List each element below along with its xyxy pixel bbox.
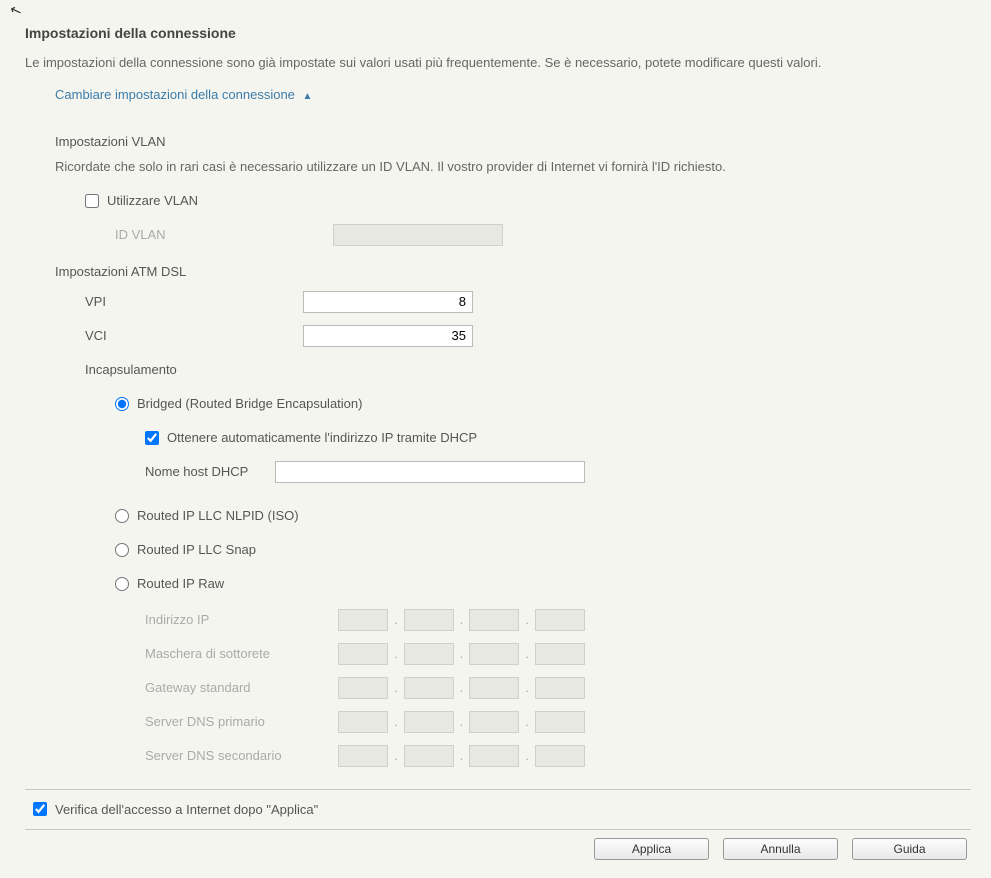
ip-dot: . — [394, 646, 398, 661]
vpi-input[interactable] — [303, 291, 473, 313]
page-title: Impostazioni della connessione — [25, 25, 971, 41]
subnet-mask-label: Maschera di sottorete — [145, 646, 338, 661]
encap-llc-snap-label: Routed IP LLC Snap — [137, 542, 256, 557]
dns2-octet-2 — [404, 745, 454, 767]
dns-primary-group: . . . — [338, 711, 585, 733]
ip-address-group: . . . — [338, 609, 585, 631]
dns-secondary-group: . . . — [338, 745, 585, 767]
vci-input[interactable] — [303, 325, 473, 347]
atm-heading: Impostazioni ATM DSL — [55, 264, 971, 279]
ip-dot: . — [525, 612, 529, 627]
encapsulation-heading: Incapsulamento — [85, 362, 177, 377]
dns-secondary-label: Server DNS secondario — [145, 748, 338, 763]
dhcp-hostname-input[interactable] — [275, 461, 585, 483]
toggle-link-label: Cambiare impostazioni della connessione — [55, 87, 295, 102]
ip-address-octet-4 — [535, 609, 585, 631]
ip-dot: . — [525, 714, 529, 729]
help-button[interactable]: Guida — [852, 838, 967, 860]
vci-label: VCI — [85, 328, 303, 343]
dhcp-auto-label: Ottenere automaticamente l'indirizzo IP … — [167, 430, 477, 445]
subnet-mask-group: . . . — [338, 643, 585, 665]
vlan-id-label: ID VLAN — [115, 227, 333, 242]
vlan-id-input — [333, 224, 503, 246]
dhcp-auto-checkbox[interactable] — [145, 431, 159, 445]
apply-button[interactable]: Applica — [594, 838, 709, 860]
gateway-octet-2 — [404, 677, 454, 699]
gateway-label: Gateway standard — [145, 680, 338, 695]
settings-panel: Impostazioni della connessione Le impost… — [0, 0, 991, 878]
encap-llc-nlpid-label: Routed IP LLC NLPID (ISO) — [137, 508, 299, 523]
ip-dot: . — [460, 646, 464, 661]
ip-address-octet-2 — [404, 609, 454, 631]
ip-dot: . — [525, 646, 529, 661]
ip-address-octet-1 — [338, 609, 388, 631]
dns1-octet-4 — [535, 711, 585, 733]
ip-dot: . — [525, 748, 529, 763]
verify-access-label: Verifica dell'accesso a Internet dopo "A… — [55, 802, 318, 817]
change-settings-toggle[interactable]: Cambiare impostazioni della connessione … — [55, 87, 312, 102]
encap-raw-radio[interactable] — [115, 577, 129, 591]
use-vlan-checkbox[interactable] — [85, 194, 99, 208]
encap-llc-nlpid-radio[interactable] — [115, 509, 129, 523]
ip-address-label: Indirizzo IP — [145, 612, 338, 627]
encap-bridged-label: Bridged (Routed Bridge Encapsulation) — [137, 396, 362, 411]
dns2-octet-1 — [338, 745, 388, 767]
dns2-octet-3 — [469, 745, 519, 767]
vpi-label: VPI — [85, 294, 303, 309]
subnet-octet-2 — [404, 643, 454, 665]
gateway-octet-3 — [469, 677, 519, 699]
subnet-octet-4 — [535, 643, 585, 665]
ip-dot: . — [460, 680, 464, 695]
ip-dot: . — [460, 612, 464, 627]
dns1-octet-1 — [338, 711, 388, 733]
dhcp-hostname-label: Nome host DHCP — [145, 464, 275, 479]
divider — [25, 789, 971, 790]
page-description: Le impostazioni della connessione sono g… — [25, 53, 971, 73]
gateway-group: . . . — [338, 677, 585, 699]
verify-access-checkbox[interactable] — [33, 802, 47, 816]
subnet-octet-1 — [338, 643, 388, 665]
encap-llc-snap-radio[interactable] — [115, 543, 129, 557]
dns1-octet-3 — [469, 711, 519, 733]
ip-dot: . — [394, 612, 398, 627]
use-vlan-label: Utilizzare VLAN — [107, 193, 307, 208]
cancel-button[interactable]: Annulla — [723, 838, 838, 860]
ip-dot: . — [525, 680, 529, 695]
subnet-octet-3 — [469, 643, 519, 665]
encap-bridged-radio[interactable] — [115, 397, 129, 411]
dns1-octet-2 — [404, 711, 454, 733]
gateway-octet-4 — [535, 677, 585, 699]
ip-dot: . — [460, 714, 464, 729]
ip-dot: . — [460, 748, 464, 763]
encap-raw-label: Routed IP Raw — [137, 576, 224, 591]
dns2-octet-4 — [535, 745, 585, 767]
dns-primary-label: Server DNS primario — [145, 714, 338, 729]
button-bar: Applica Annulla Guida — [25, 829, 971, 868]
gateway-octet-1 — [338, 677, 388, 699]
ip-dot: . — [394, 714, 398, 729]
ip-dot: . — [394, 748, 398, 763]
ip-address-octet-3 — [469, 609, 519, 631]
vlan-heading: Impostazioni VLAN — [55, 134, 971, 149]
ip-dot: . — [394, 680, 398, 695]
vlan-note: Ricordate che solo in rari casi è necess… — [55, 159, 971, 174]
collapse-up-icon: ▲ — [303, 91, 313, 102]
